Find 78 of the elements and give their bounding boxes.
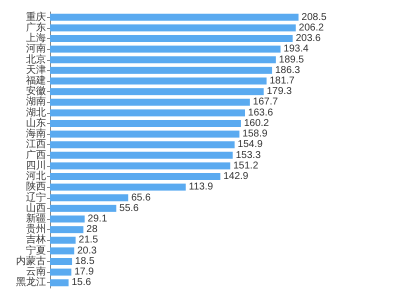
data-label: 17.9 <box>74 266 94 278</box>
bar <box>50 204 116 212</box>
data-label: 181.7 <box>270 76 296 86</box>
data-label: 55.6 <box>119 202 140 214</box>
bar <box>50 236 76 244</box>
bar <box>50 88 264 96</box>
data-label: 203.6 <box>296 33 322 44</box>
data-label: 186.3 <box>275 64 301 76</box>
bar <box>50 98 250 106</box>
y-tick-label: 山东 <box>26 116 46 129</box>
bar <box>50 56 276 64</box>
y-tick-label: 山西 <box>26 202 46 214</box>
data-label: 15.6 <box>72 277 92 288</box>
data-label: 167.7 <box>252 96 278 108</box>
bar <box>50 279 69 286</box>
y-tick-label: 贵州 <box>26 223 46 236</box>
y-tick-label: 安徽 <box>26 85 46 98</box>
data-label: 179.3 <box>266 86 292 98</box>
bar <box>50 14 299 21</box>
bar <box>50 24 296 32</box>
y-tick-label: 天津 <box>26 64 46 76</box>
y-tick-label: 上海 <box>26 32 46 44</box>
data-label: 189.5 <box>278 54 304 66</box>
y-tick-label: 河北 <box>26 170 46 182</box>
data-label: 28 <box>86 224 98 236</box>
data-label: 158.9 <box>242 128 268 140</box>
bar <box>50 141 235 148</box>
bar <box>50 109 246 116</box>
data-label: 151.2 <box>233 160 259 172</box>
bar <box>50 130 240 138</box>
data-label: 18.5 <box>75 256 95 267</box>
y-tick-label: 黑龙江 <box>16 276 46 288</box>
y-tick-label: 湖南 <box>26 96 46 108</box>
y-tick-label: 四川 <box>26 159 46 172</box>
data-label: 65.6 <box>131 192 152 204</box>
y-tick-label: 福建 <box>26 74 46 86</box>
y-tick-label: 新疆 <box>26 212 46 224</box>
y-tick-label: 陕西 <box>26 180 46 193</box>
bar <box>50 216 85 222</box>
bar <box>50 162 230 170</box>
y-tick-label: 内蒙古 <box>16 254 46 267</box>
data-label: 113.9 <box>188 182 214 193</box>
bar <box>50 35 293 42</box>
bar <box>50 120 241 127</box>
bar <box>50 247 74 254</box>
data-label: 206.2 <box>298 22 324 34</box>
y-tick-label: 云南 <box>26 266 46 278</box>
y-tick-label: 宁夏 <box>26 244 46 256</box>
data-label: 163.6 <box>248 107 274 118</box>
bar <box>50 46 281 53</box>
y-tick-label: 河南 <box>26 42 46 55</box>
bar <box>50 194 128 202</box>
bar <box>50 258 72 265</box>
data-label: 29.1 <box>88 214 108 224</box>
y-tick-label: 重庆 <box>26 10 46 23</box>
data-label: 160.2 <box>244 118 270 129</box>
bar <box>50 173 220 180</box>
data-label: 193.4 <box>284 44 309 55</box>
bar <box>50 152 233 159</box>
y-tick-label: 江西 <box>26 138 46 150</box>
y-tick-label: 吉林 <box>26 234 46 246</box>
bar <box>50 184 186 191</box>
data-label: 142.9 <box>223 171 249 182</box>
bar <box>50 268 72 276</box>
bar <box>50 78 267 84</box>
bar <box>50 226 84 234</box>
y-tick-label: 广西 <box>26 148 46 161</box>
y-tick-label: 广东 <box>26 21 46 34</box>
data-label: 154.9 <box>238 139 264 150</box>
bar <box>50 66 272 74</box>
y-tick-label: 海南 <box>26 128 46 140</box>
y-tick-label: 北京 <box>26 53 46 66</box>
data-label: 153.3 <box>236 150 262 161</box>
y-tick-label: 湖北 <box>26 106 46 118</box>
y-tick-label: 辽宁 <box>26 191 46 204</box>
data-label: 21.5 <box>78 234 99 246</box>
data-label: 20.3 <box>77 245 98 256</box>
data-label: 208.5 <box>302 12 327 23</box>
